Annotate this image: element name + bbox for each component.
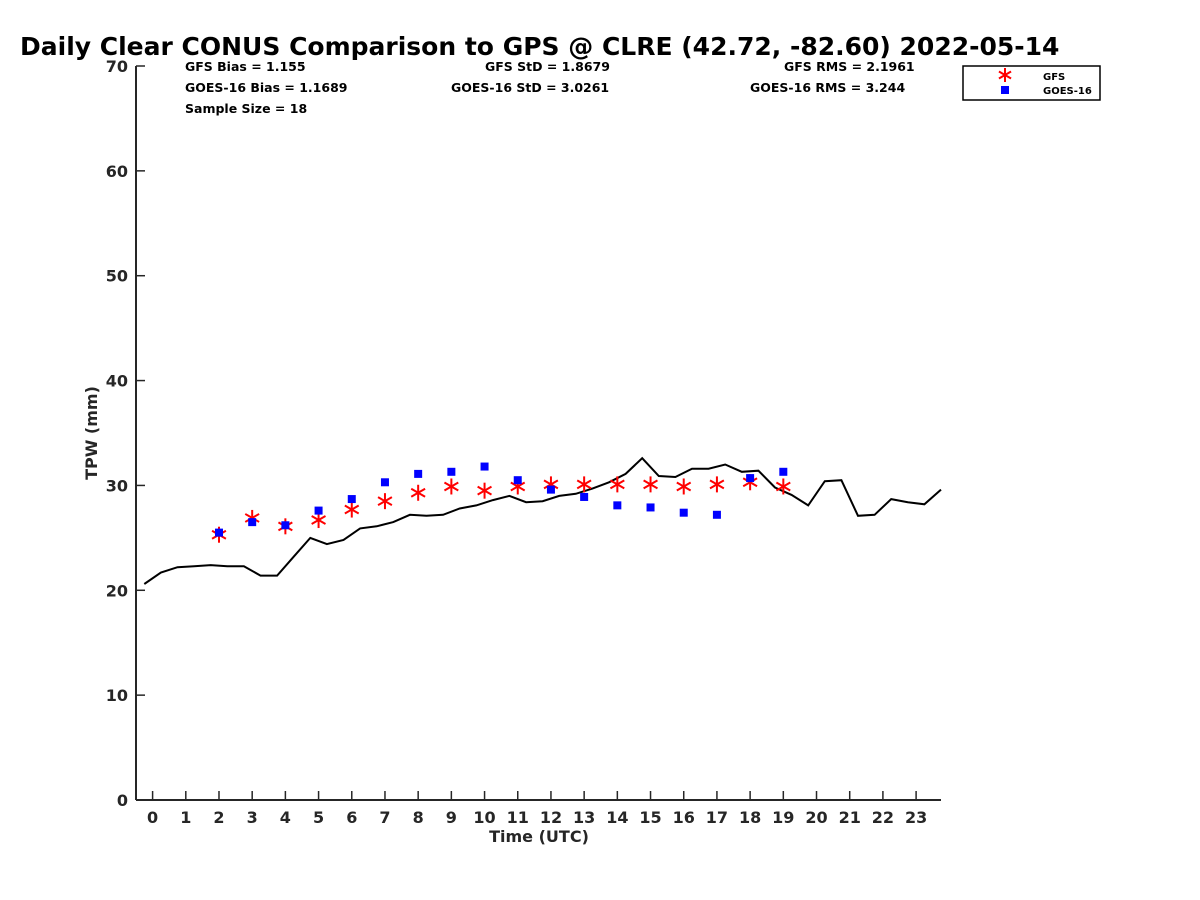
goes-point: [414, 469, 423, 478]
y-tick-label: 50: [106, 267, 128, 286]
gfs-point: [311, 512, 327, 529]
goes-point: [712, 510, 721, 519]
goes-point: [546, 485, 555, 494]
x-tick-label: 1: [180, 808, 191, 827]
goes-rms-text: GOES-16 RMS = 3.244: [750, 80, 905, 95]
gfs-point: [477, 482, 492, 499]
gfs-point: [709, 476, 725, 493]
x-tick-label: 9: [446, 808, 457, 827]
legend-gfs-label: GFS: [1043, 72, 1065, 83]
sample-size-text: Sample Size = 18: [185, 101, 307, 116]
goes-point: [679, 508, 688, 517]
gfs-point: [775, 478, 791, 495]
stats-panel: GFS Bias = 1.155 GOES-16 Bias = 1.1689 S…: [185, 59, 915, 116]
goes-point: [447, 467, 456, 476]
gfs-point: [643, 476, 658, 493]
y-tick-label: 70: [106, 57, 128, 76]
x-tick-label: 20: [805, 808, 827, 827]
gfs-point: [377, 493, 393, 510]
goes-point: [480, 462, 489, 471]
legend-goes-label: GOES-16: [1043, 86, 1092, 97]
gfs-bias-text: GFS Bias = 1.155: [185, 59, 306, 74]
legend: GFS GOES-16: [962, 65, 1101, 101]
y-tick-label: 40: [106, 372, 128, 391]
y-tick-label: 10: [106, 686, 128, 705]
goes-point: [613, 501, 622, 510]
x-tick-label: 14: [606, 808, 628, 827]
x-tick-label: 12: [540, 808, 562, 827]
x-tick-label: 16: [673, 808, 695, 827]
goes-point: [314, 506, 323, 515]
goes-std-text: GOES-16 StD = 3.0261: [451, 80, 609, 95]
goes-point: [746, 474, 755, 483]
x-tick-label: 19: [772, 808, 794, 827]
legend-box: [962, 65, 1101, 101]
x-tick-label: 6: [346, 808, 357, 827]
gps-line: [143, 456, 942, 585]
x-tick-label: 0: [147, 808, 158, 827]
legend-gfs-asterisk: [998, 68, 1012, 82]
chart-title: Daily Clear CONUS Comparison to GPS @ CL…: [20, 32, 1059, 61]
goes-point: [214, 528, 223, 537]
legend-goes-marker: [1001, 86, 1009, 94]
goes-point: [248, 518, 257, 527]
y-tick-label: 0: [117, 791, 128, 810]
goes-point: [281, 521, 290, 530]
y-axis-label: TPW (mm): [82, 386, 101, 480]
x-tick-label: 10: [473, 808, 495, 827]
x-tick-label: 21: [839, 808, 861, 827]
legend-gfs-marker: [998, 68, 1012, 82]
y-tick-label: 30: [106, 476, 128, 495]
gfs-point: [676, 478, 692, 495]
gfs-point: [609, 476, 625, 493]
gfs-point: [443, 478, 459, 495]
goes-point: [380, 478, 389, 487]
x-tick-label: 2: [213, 808, 224, 827]
goes-point: [347, 495, 356, 504]
gfs-point: [410, 484, 426, 501]
x-tick-label: 4: [280, 808, 291, 827]
y-tick-label: 60: [106, 162, 128, 181]
x-tick-label: 3: [247, 808, 258, 827]
gfs-point: [344, 501, 360, 518]
x-tick-label: 13: [573, 808, 595, 827]
goes-point: [580, 492, 589, 501]
x-tick-label: 23: [905, 808, 927, 827]
goes-point: [646, 503, 655, 512]
x-tick-label: 7: [379, 808, 390, 827]
x-tick-label: 18: [739, 808, 761, 827]
gfs-point: [576, 476, 592, 493]
x-tick-label: 8: [413, 808, 424, 827]
x-tick-label: 15: [639, 808, 661, 827]
x-tick-label: 5: [313, 808, 324, 827]
y-tick-label: 20: [106, 581, 128, 600]
x-axis-label: Time (UTC): [489, 827, 589, 846]
gfs-rms-text: GFS RMS = 2.1961: [784, 59, 915, 74]
gfs-std-text: GFS StD = 1.8679: [485, 59, 610, 74]
goes-point: [779, 467, 788, 476]
x-tick-label: 22: [872, 808, 894, 827]
goes-point: [513, 476, 522, 485]
x-tick-label: 17: [706, 808, 728, 827]
x-tick-label: 11: [507, 808, 529, 827]
goes-bias-text: GOES-16 Bias = 1.1689: [185, 80, 347, 95]
